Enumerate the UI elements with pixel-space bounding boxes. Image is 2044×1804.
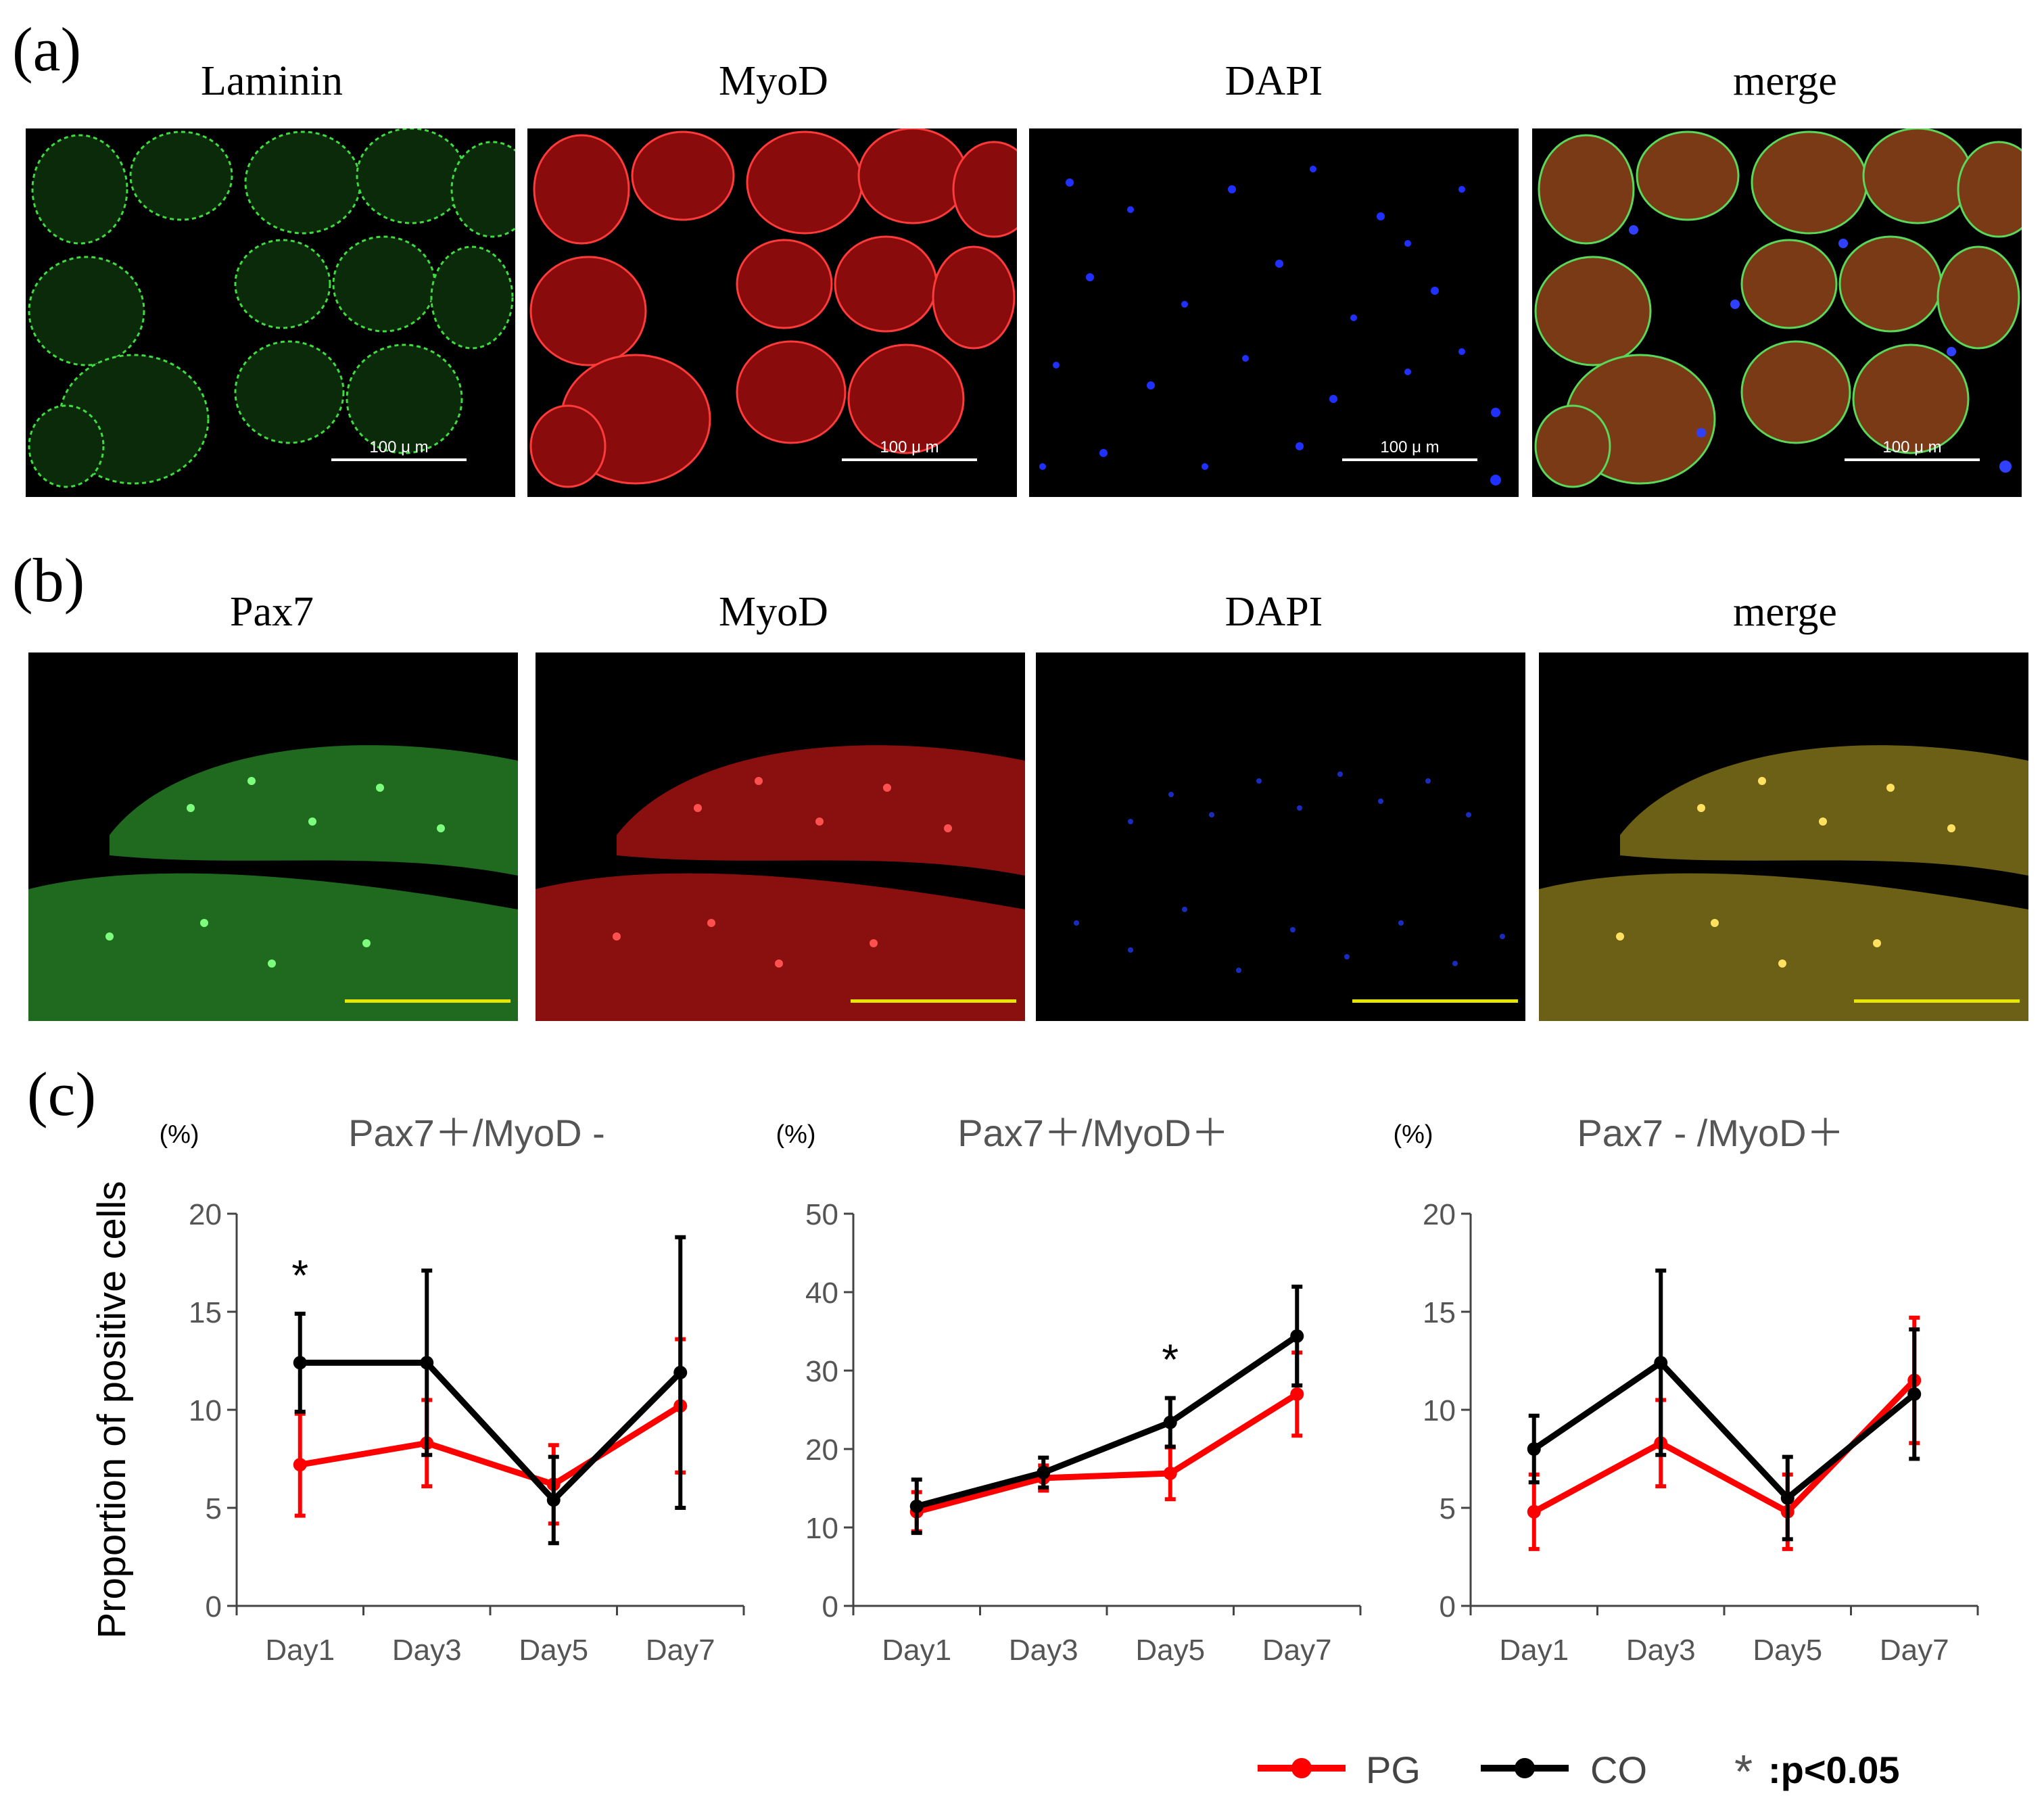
legend-sig-symbol: * bbox=[1734, 1745, 1753, 1798]
y-tick-label-2-10: 10 bbox=[1423, 1394, 1456, 1427]
y-tick-label-0-5: 5 bbox=[206, 1492, 222, 1525]
panel-b-title-merge: merge bbox=[1733, 589, 1837, 635]
significance-marker-1-Day5: * bbox=[1162, 1335, 1179, 1384]
y-tick-label-2-15: 15 bbox=[1423, 1296, 1456, 1329]
micrograph-merge-b bbox=[1539, 652, 2028, 1021]
point-CO-0-2 bbox=[546, 1493, 561, 1507]
legend-co-marker bbox=[1515, 1758, 1535, 1778]
point-PG-0-0 bbox=[293, 1458, 307, 1472]
micrograph-merge bbox=[1532, 128, 2022, 497]
series-line-PG-0 bbox=[299, 1403, 682, 1488]
y-tick-label-2-20: 20 bbox=[1423, 1198, 1456, 1231]
panel-a-letter: (a) bbox=[12, 15, 82, 84]
scalebar-a2 bbox=[842, 458, 977, 461]
x-tick-label-1-Day3: Day3 bbox=[1009, 1634, 1078, 1667]
micrograph-laminin bbox=[26, 128, 515, 497]
series-line-CO-2 bbox=[1532, 1359, 1917, 1501]
y-tick-label-0-10: 10 bbox=[189, 1394, 222, 1427]
point-CO-0-0 bbox=[293, 1356, 307, 1370]
x-tick-label-0-Day1: Day1 bbox=[265, 1634, 335, 1667]
y-tick-label-0-15: 15 bbox=[189, 1296, 222, 1329]
y-tick-label-1-10: 10 bbox=[805, 1512, 838, 1545]
scalebar-a4-label: 100 μ m bbox=[1882, 438, 1942, 456]
x-tick-label-0-Day5: Day5 bbox=[519, 1634, 588, 1667]
x-tick-label-2-Day1: Day1 bbox=[1499, 1634, 1569, 1667]
panel-a-title-dapi: DAPI bbox=[1225, 58, 1323, 104]
point-CO-1-2 bbox=[1163, 1415, 1177, 1429]
point-CO-1-3 bbox=[1290, 1329, 1304, 1343]
y-axis-label: Proportion of positive cells bbox=[90, 1181, 134, 1639]
panel-b-letter: (b) bbox=[12, 546, 85, 615]
point-CO-2-0 bbox=[1527, 1442, 1541, 1456]
scalebar-a3 bbox=[1342, 458, 1477, 461]
point-CO-1-1 bbox=[1037, 1465, 1051, 1479]
scalebar-a2-label: 100 μ m bbox=[880, 438, 939, 456]
point-CO-2-2 bbox=[1780, 1491, 1795, 1505]
y-tick-label-2-5: 5 bbox=[1440, 1492, 1456, 1525]
point-PG-2-0 bbox=[1527, 1504, 1541, 1519]
panel-a-title-laminin: Laminin bbox=[200, 58, 343, 104]
point-PG-1-3 bbox=[1290, 1387, 1304, 1401]
scalebar-b2 bbox=[851, 999, 1016, 1003]
micrograph-myod bbox=[527, 128, 1017, 497]
micrograph-dapi-b bbox=[1036, 652, 1525, 1021]
series-line-PG-2 bbox=[1532, 1378, 1917, 1515]
series-line-CO-1 bbox=[916, 1333, 1299, 1510]
legend-co-label: CO bbox=[1590, 1749, 1647, 1791]
y-tick-label-0-20: 20 bbox=[189, 1198, 222, 1231]
chart-title-2: Pax7 - /MyoD＋ bbox=[1577, 1112, 1844, 1154]
chart-unit-1: (%) bbox=[776, 1120, 815, 1149]
x-tick-label-1-Day7: Day7 bbox=[1262, 1634, 1332, 1667]
point-CO-2-3 bbox=[1907, 1387, 1922, 1401]
point-CO-1-0 bbox=[909, 1499, 924, 1513]
micrograph-myod-b bbox=[536, 652, 1025, 1021]
panel-b-title-dapi: DAPI bbox=[1225, 589, 1323, 635]
panel-c-letter: (c) bbox=[27, 1060, 97, 1129]
line-charts: Proportion of positive cells Pax7＋/MyoD -… bbox=[90, 1112, 1979, 1667]
scalebar-a3-label: 100 μ m bbox=[1380, 438, 1440, 456]
x-tick-label-1-Day1: Day1 bbox=[882, 1634, 951, 1667]
x-tick-label-1-Day5: Day5 bbox=[1135, 1634, 1205, 1667]
y-tick-label-2-0: 0 bbox=[1440, 1590, 1456, 1623]
y-tick-label-1-20: 20 bbox=[805, 1433, 838, 1467]
panel-b-title-pax7: Pax7 bbox=[230, 589, 314, 635]
y-tick-label-1-50: 50 bbox=[805, 1198, 838, 1231]
point-CO-2-1 bbox=[1654, 1356, 1668, 1370]
x-tick-label-0-Day7: Day7 bbox=[646, 1634, 715, 1667]
scalebar-a4 bbox=[1845, 458, 1980, 461]
point-CO-0-3 bbox=[673, 1365, 688, 1379]
chart-unit-2: (%) bbox=[1393, 1120, 1433, 1149]
scalebar-b1 bbox=[345, 999, 510, 1003]
scalebar-b4 bbox=[1854, 999, 2020, 1003]
series-line-CO-0 bbox=[300, 1359, 683, 1503]
chart-title-0: Pax7＋/MyoD - bbox=[348, 1112, 605, 1154]
significance-marker-0-Day1: * bbox=[291, 1251, 308, 1300]
micrograph-pax7 bbox=[28, 652, 518, 1021]
scalebar-b3 bbox=[1352, 999, 1518, 1003]
panel-b-title-myod: MyoD bbox=[719, 589, 828, 635]
legend-pg-marker bbox=[1291, 1758, 1312, 1778]
y-tick-label-1-0: 0 bbox=[822, 1590, 838, 1623]
y-tick-label-0-0: 0 bbox=[206, 1590, 222, 1623]
scalebar-a1 bbox=[331, 458, 467, 461]
legend-sig-text: :p<0.05 bbox=[1768, 1749, 1900, 1791]
scalebar-a1-label: 100 μ m bbox=[369, 438, 429, 456]
panel-a-title-merge: merge bbox=[1733, 58, 1837, 104]
x-tick-label-2-Day5: Day5 bbox=[1753, 1634, 1822, 1667]
point-CO-0-1 bbox=[420, 1356, 434, 1370]
y-tick-label-1-40: 40 bbox=[805, 1277, 838, 1310]
legend: PG CO * :p<0.05 bbox=[1258, 1744, 1934, 1798]
point-PG-1-2 bbox=[1163, 1466, 1177, 1480]
series-line-PG-1 bbox=[916, 1391, 1299, 1515]
chart-title-1: Pax7＋/MyoD＋ bbox=[957, 1112, 1229, 1154]
x-tick-label-2-Day7: Day7 bbox=[1880, 1634, 1949, 1667]
x-tick-label-2-Day3: Day3 bbox=[1626, 1634, 1696, 1667]
y-tick-label-1-30: 30 bbox=[805, 1355, 838, 1388]
chart-unit-0: (%) bbox=[159, 1120, 199, 1149]
micrograph-dapi bbox=[1029, 128, 1519, 497]
panel-a-title-myod: MyoD bbox=[719, 58, 828, 104]
legend-pg-label: PG bbox=[1366, 1749, 1421, 1791]
x-tick-label-0-Day3: Day3 bbox=[392, 1634, 462, 1667]
